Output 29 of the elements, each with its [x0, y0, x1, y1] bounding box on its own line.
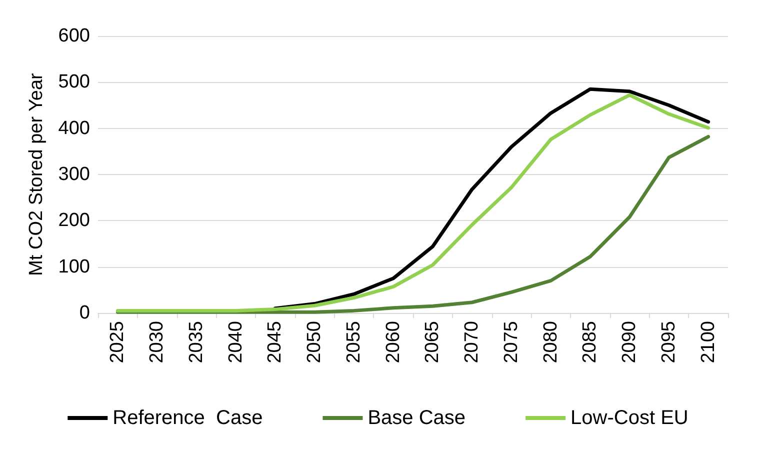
- line-series: [116, 93, 710, 312]
- y-tick-label: 500: [58, 72, 90, 93]
- x-tick-label: 2100: [698, 321, 719, 364]
- x-tick-label: 2035: [186, 321, 207, 364]
- legend-label: Reference Case: [112, 407, 263, 429]
- x-tick-label: 2055: [343, 321, 364, 364]
- y-axis-title: Mt CO2 Stored per Year: [26, 72, 47, 276]
- x-tick-label: 2085: [580, 321, 601, 364]
- x-tick-label: 2025: [107, 321, 128, 364]
- y-tick-label: 100: [58, 256, 90, 278]
- x-tick-label: 2075: [500, 321, 522, 364]
- y-tick-label: 200: [58, 210, 90, 232]
- x-tick-label: 2090: [619, 321, 640, 364]
- x-tick-label: 2030: [146, 321, 168, 364]
- line-series: [273, 87, 710, 310]
- x-tick-label: 2095: [658, 321, 680, 364]
- x-tick-label: 2040: [225, 321, 246, 364]
- legend-label: Base Case: [368, 407, 466, 429]
- y-tick-label: 300: [58, 164, 90, 185]
- y-tick-label: 400: [58, 118, 90, 139]
- y-tick-label: 0: [79, 302, 90, 324]
- x-tick-label: 2065: [422, 321, 444, 364]
- x-tick-label: 2060: [382, 321, 404, 364]
- legend-label: Low-Cost EU: [570, 407, 688, 429]
- x-tick-label: 2045: [264, 321, 286, 364]
- x-tick-label: 2070: [462, 321, 483, 364]
- x-tick-label: 2080: [540, 321, 562, 364]
- y-tick-label: 600: [58, 26, 90, 46]
- x-tick-label: 2050: [304, 321, 326, 364]
